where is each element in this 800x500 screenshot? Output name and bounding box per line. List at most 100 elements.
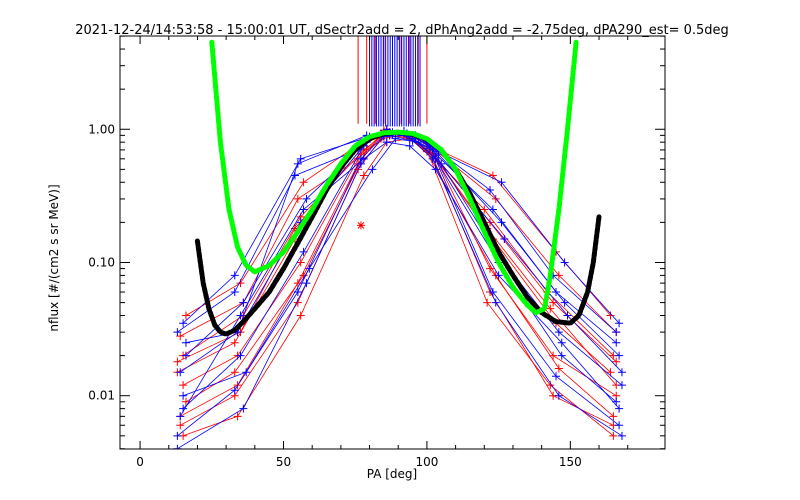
blue-curve-point	[617, 368, 626, 377]
red-curve-point	[606, 368, 615, 377]
blue-curve-point	[305, 264, 314, 273]
blue-curve-point	[554, 328, 563, 337]
blue-curve-line	[182, 138, 623, 397]
blue-curve-point	[230, 386, 239, 395]
blue-curve-point	[181, 338, 190, 347]
black-fit-curve	[194, 129, 602, 337]
red-curve-line	[185, 134, 614, 403]
red-curve-point	[549, 298, 558, 307]
blue-curve-point	[176, 412, 185, 421]
blue-curve-point	[302, 279, 311, 288]
blue-curve-point	[428, 154, 437, 163]
red-curve-line	[177, 128, 611, 373]
blue-curve-point	[615, 351, 624, 360]
blue-curve-line	[177, 133, 620, 437]
red-curve-point	[230, 368, 239, 377]
red-curve-point	[612, 357, 621, 366]
blue-curve-point	[382, 138, 391, 147]
blue-curve-point	[552, 372, 560, 381]
blue-curve-point	[612, 328, 621, 337]
blue-curve-point	[612, 338, 621, 347]
red-curve-point	[181, 311, 190, 320]
blue-curve-point	[230, 288, 239, 297]
x-tick-label: 50	[276, 455, 291, 469]
red-asterisk	[356, 221, 365, 230]
blue-curve-point	[488, 288, 497, 297]
red-curve-point	[296, 311, 305, 320]
blue-curve-point	[239, 298, 248, 307]
blue-curve-point	[615, 421, 624, 430]
blue-curve-point	[560, 258, 569, 267]
red-curve-line	[180, 131, 617, 337]
red-curve-point	[609, 412, 618, 421]
blue-curve-point	[239, 404, 248, 413]
red-curve-point	[296, 258, 305, 267]
red-curve-point	[486, 264, 495, 273]
blue-curve-point	[176, 368, 185, 377]
red-curve-point	[359, 171, 368, 180]
red-curve-point	[491, 194, 500, 203]
blue-curve-point	[368, 165, 377, 174]
blue-curve-point	[431, 165, 440, 174]
blue-curve-point	[242, 368, 251, 377]
blue-curve-point	[617, 381, 626, 390]
red-curve-point	[483, 298, 492, 307]
blue-curve-point	[491, 298, 500, 307]
green-fit-curve	[209, 39, 579, 316]
blue-curve-point	[615, 404, 624, 413]
red-curve-line	[182, 131, 617, 362]
blue-curve-point	[494, 271, 503, 280]
blue-curve-point	[437, 159, 446, 168]
x-tick-label: 100	[415, 455, 438, 469]
blue-curve-line	[185, 134, 617, 344]
red-curve-point	[480, 205, 489, 214]
blue-curve-point	[236, 351, 245, 360]
blue-curve-point	[405, 141, 414, 150]
red-curve-point	[609, 431, 618, 440]
y-tick-label: 1.00	[88, 122, 115, 136]
red-curve-point	[293, 194, 302, 203]
blue-curve-point	[230, 271, 239, 280]
blue-curve-point	[497, 178, 506, 187]
chart-title: 2021-12-24/14:53:58 - 15:00:01 UT, dSect…	[75, 23, 729, 38]
red-curve-point	[233, 412, 242, 421]
y-axis-label: nflux [#/(cm2 s sr MeV)]	[47, 184, 61, 331]
axes: 0 50 100 150 0.01 0.10 1.00	[88, 35, 665, 469]
blue-curve-point	[179, 391, 188, 400]
x-tick-label: 0	[136, 455, 144, 469]
data-area	[173, 36, 626, 449]
blue-curve-point	[299, 205, 308, 214]
blue-curve-point	[173, 431, 182, 440]
y-tick-label: 0.10	[88, 255, 115, 269]
blue-curve-point	[557, 351, 566, 360]
blue-curve-point	[552, 288, 560, 297]
blue-curve-point	[299, 247, 308, 256]
blue-curve-point	[486, 186, 495, 194]
red-curve-point	[176, 421, 185, 430]
plot-marks	[173, 36, 626, 449]
x-axis-label: PA [deg]	[367, 467, 417, 481]
blue-curve-point	[554, 391, 563, 400]
red-curve-point	[230, 338, 239, 347]
blue-curve-point	[181, 351, 190, 360]
y-tick-label: 0.01	[88, 389, 115, 403]
red-curve-line	[182, 138, 614, 437]
blue-curve-line	[177, 134, 623, 449]
red-curve-point	[299, 178, 308, 187]
blue-curve-point	[615, 319, 624, 328]
blue-curve-point	[497, 218, 506, 227]
blue-curve-point	[359, 154, 368, 163]
blue-curve-point	[356, 159, 365, 168]
blue-curve-point	[500, 235, 509, 244]
blue-curve-point	[296, 154, 305, 163]
red-curve-point	[173, 357, 182, 366]
plot-frame	[119, 35, 666, 450]
blue-curve-point	[488, 205, 497, 214]
red-curve-point	[179, 381, 188, 390]
x-tick-label: 150	[559, 455, 582, 469]
blue-curve-point	[302, 194, 311, 203]
blue-curve-point	[179, 319, 188, 328]
blue-curve-point	[560, 298, 569, 307]
blue-curve-point	[173, 328, 182, 337]
